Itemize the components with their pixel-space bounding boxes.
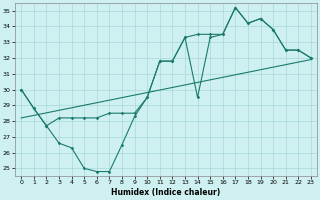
X-axis label: Humidex (Indice chaleur): Humidex (Indice chaleur) xyxy=(111,188,221,197)
